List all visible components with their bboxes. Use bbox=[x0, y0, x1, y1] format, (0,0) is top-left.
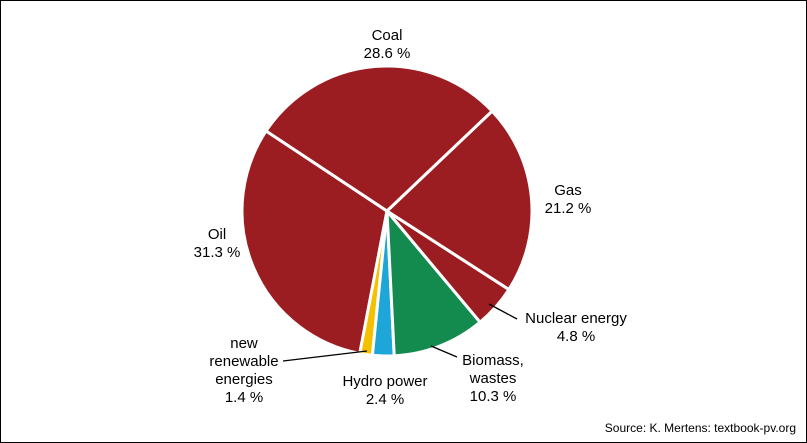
source: Source: K. Mertens: textbook-pv.org bbox=[604, 421, 796, 435]
slice-label: Hydro power 2.4 % bbox=[342, 373, 427, 409]
pie-slice bbox=[384, 108, 534, 292]
slice-label: Oil 31.3 % bbox=[194, 226, 241, 262]
category-name: Oil bbox=[207, 226, 227, 243]
value-label: 31.3 % bbox=[193, 244, 241, 261]
value-label: 28.6 % bbox=[363, 45, 411, 62]
pie-slice bbox=[264, 64, 495, 213]
category-name: new renewable energies bbox=[209, 335, 279, 388]
value-label: 1.4 % bbox=[224, 389, 264, 406]
pie-slice bbox=[240, 128, 389, 356]
slice-label: Nuclear energy 4.8 % bbox=[525, 310, 627, 346]
slice-label: new renewable energies 1.4 % bbox=[209, 335, 278, 407]
category-name: Biomass, wastes bbox=[462, 352, 524, 387]
leader-line bbox=[282, 350, 368, 362]
value-label: 21.2 % bbox=[544, 200, 592, 217]
value-label: 4.8 % bbox=[556, 328, 596, 345]
value-label: 2.4 % bbox=[365, 391, 405, 408]
leader-line bbox=[430, 345, 458, 358]
category-name: Coal bbox=[371, 27, 403, 44]
category-name: Hydro power bbox=[342, 373, 428, 390]
slice-label: Gas 21.2 % bbox=[545, 182, 592, 218]
category-name: Gas bbox=[554, 182, 582, 199]
slice-label: Biomass, wastes 10.3 % bbox=[462, 352, 524, 406]
slice-label: Coal 28.6 % bbox=[364, 27, 411, 63]
leader-line bbox=[488, 303, 518, 320]
category-name: Nuclear energy bbox=[525, 310, 627, 327]
pie-slice bbox=[385, 206, 483, 358]
value-label: 10.3 % bbox=[469, 388, 517, 405]
